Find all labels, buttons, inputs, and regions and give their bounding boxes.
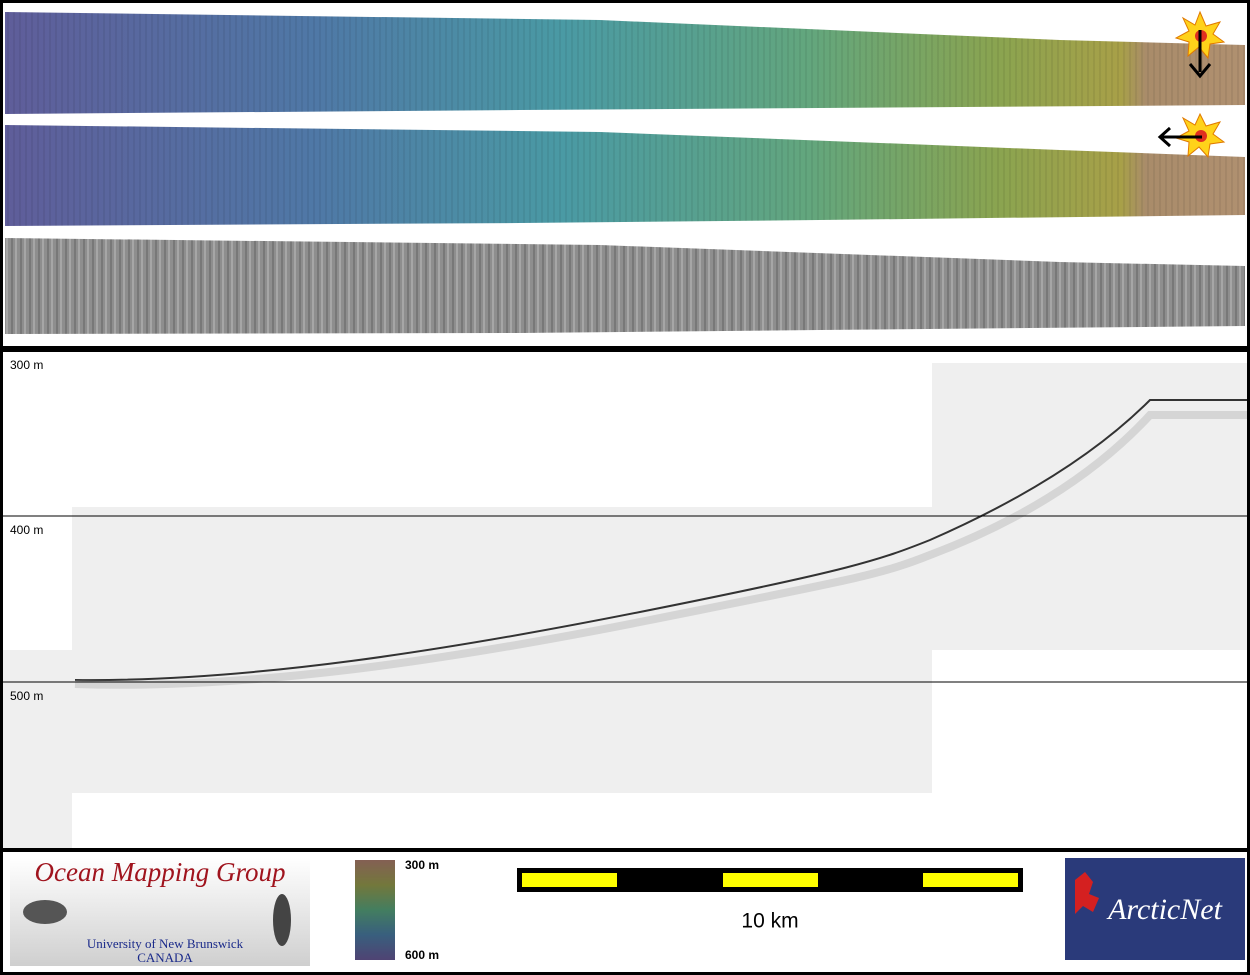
- colorbar-label: 600 m: [405, 948, 439, 962]
- colorbar-label: 300 m: [405, 858, 439, 872]
- profile-section: [72, 507, 932, 793]
- profile-section: [932, 363, 1247, 650]
- depth-label: 300 m: [10, 358, 43, 372]
- logo-line: University of New Brunswick: [87, 936, 244, 951]
- arcticnet-name: ArcticNet: [1106, 893, 1223, 926]
- colorbar-shade: [355, 860, 395, 960]
- scale-bar-segment: [723, 873, 818, 887]
- depth-label: 500 m: [10, 689, 43, 703]
- strip-texture: [5, 12, 1245, 114]
- logo-line: CANADA: [137, 950, 193, 965]
- sun-icon: [1157, 112, 1226, 159]
- logo-graphic: [23, 900, 67, 924]
- logo-title: Ocean Mapping Group: [35, 857, 286, 887]
- sub-bottom-return: [74, 411, 1247, 689]
- arcticnet-logo: [1065, 858, 1245, 960]
- seafloor-reflector: [74, 399, 1247, 682]
- sun-icon: [1174, 10, 1226, 79]
- colorbar: [355, 860, 395, 960]
- logo-graphic: [273, 894, 291, 946]
- profile-section: [3, 650, 72, 848]
- sidescan-strip: [5, 238, 1245, 334]
- scale-bar-segment: [923, 873, 1018, 887]
- strip-texture: [5, 125, 1245, 226]
- scale-bar-segment: [522, 873, 617, 887]
- depth-label: 400 m: [10, 523, 43, 537]
- maple-leaf: [1075, 872, 1099, 914]
- scale-bar-label: 10 km: [741, 910, 798, 933]
